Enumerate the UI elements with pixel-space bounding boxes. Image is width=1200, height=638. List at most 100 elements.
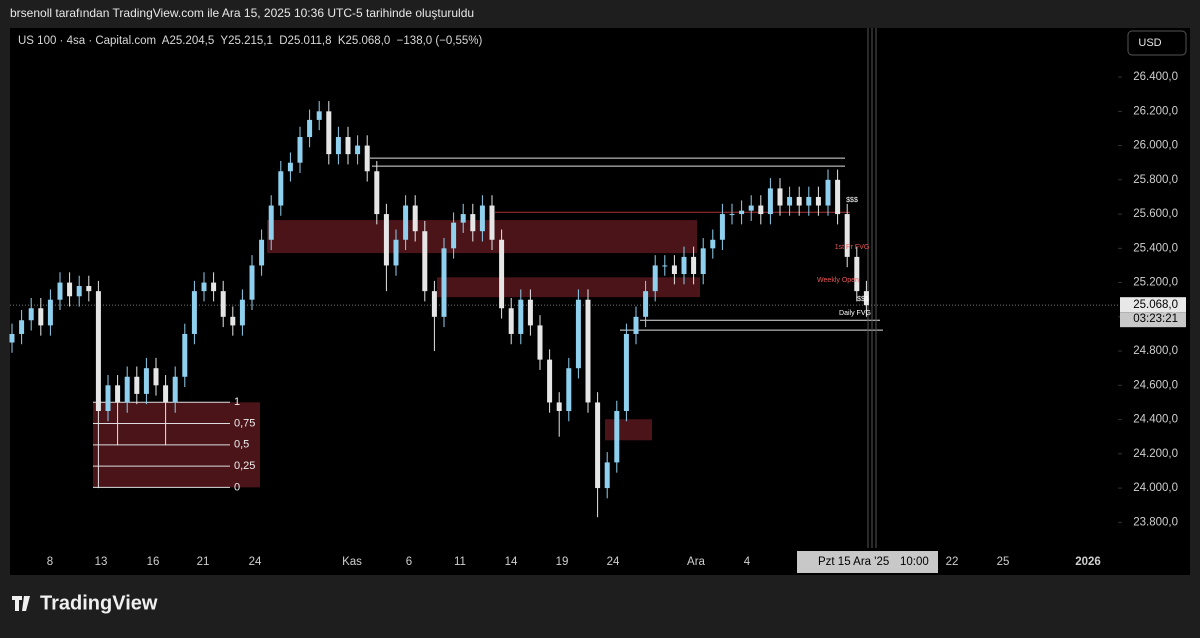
y-tick-label: 24.600,0 [1133, 379, 1178, 391]
candle-body [633, 316, 639, 334]
candle-body [383, 214, 389, 266]
candle-body [662, 265, 668, 267]
candle-body [431, 291, 437, 317]
x-tick-label: Ara [687, 556, 706, 568]
candle-body [38, 308, 44, 326]
plot: 26.400,0 26.200,0 26.000,0 25.800,0 25.600,0… [9, 28, 1186, 573]
candle-body [211, 282, 217, 292]
candle-body [268, 205, 274, 240]
candle-body [499, 239, 505, 309]
candle-body [95, 291, 101, 412]
candle-body [777, 188, 783, 206]
candle-body [9, 333, 15, 343]
annotation: Daily FVG [839, 310, 871, 317]
candle-body [518, 299, 524, 334]
fib-label: 0,5 [234, 439, 249, 451]
x-tick-label: 13 [95, 556, 108, 568]
candle-body [758, 205, 764, 215]
candle-body [835, 179, 841, 215]
candle-body [57, 282, 63, 300]
candle-body [815, 196, 821, 206]
x-tick-label: 2026 [1075, 556, 1101, 568]
candle-body [163, 385, 169, 403]
candle-body [748, 205, 754, 211]
y-tick-label: 24.200,0 [1133, 448, 1178, 460]
candle-body [86, 286, 92, 292]
logo: TradingView [40, 592, 158, 614]
candle-body [67, 282, 73, 297]
y-tick-label: 25.800,0 [1133, 174, 1178, 186]
candle-body [403, 205, 409, 240]
candle-body [796, 196, 802, 206]
candle-body [614, 411, 620, 463]
candle-body [259, 239, 265, 266]
candle-body [451, 222, 457, 249]
candle-body [191, 291, 197, 334]
candle-body [508, 308, 514, 334]
y-tick-label: 26.200,0 [1133, 105, 1178, 117]
candle-body [566, 368, 572, 412]
candle-body [143, 368, 149, 394]
candle-body [739, 210, 745, 215]
candle-body [729, 214, 735, 216]
candle-body [316, 111, 322, 120]
candle-body [19, 320, 25, 334]
y-tick-label: 24.000,0 [1133, 482, 1178, 494]
candle-body [575, 299, 581, 369]
candle-body [767, 188, 773, 215]
candle-body [335, 137, 341, 155]
candle-body [863, 291, 869, 306]
candle-body [671, 265, 677, 275]
x-tick-label: 11 [454, 556, 466, 568]
last-price-box [1120, 297, 1186, 313]
x-tick-label: 14 [505, 556, 518, 568]
chart-area [10, 28, 1190, 575]
y-tick-label: 25.400,0 [1133, 242, 1178, 254]
candle-body [345, 137, 351, 155]
x-tick-label: 4 [744, 556, 751, 568]
candle-body [326, 111, 332, 155]
candle-body [249, 265, 255, 300]
candle-body [460, 214, 466, 223]
candle-body [355, 145, 361, 155]
countdown: 03:23:21 [1133, 313, 1178, 325]
candle-body [527, 299, 533, 326]
candle-body [153, 368, 159, 386]
candle-body [134, 376, 140, 394]
x-tick-label: 16 [147, 556, 160, 568]
logo-icon [12, 596, 30, 611]
candle-body [623, 333, 629, 412]
candle-body [825, 179, 831, 206]
candle-body [441, 248, 447, 317]
candle-body [28, 308, 34, 321]
currency[interactable]: USD [1138, 37, 1161, 49]
x-tick-label: 25 [997, 556, 1010, 568]
fib-label: 0,25 [234, 460, 255, 472]
candle-body [547, 359, 553, 403]
y-tick-label: 25.600,0 [1133, 208, 1178, 220]
candle-body [422, 231, 428, 292]
legend: US 100 · 4sa · Capital.com A25.204,5 Y25… [18, 35, 483, 47]
candle-body [787, 196, 793, 206]
y-tick-label: 24.800,0 [1133, 345, 1178, 357]
candle-body [470, 214, 476, 232]
candle-body [652, 265, 658, 292]
candle-body [854, 256, 860, 292]
y-tick-label: 23.800,0 [1133, 516, 1178, 528]
x-tick-label: 8 [47, 556, 53, 568]
last-price-label: 25.068,0 [1133, 299, 1178, 311]
cursor-label: Pzt 15 Ara '25 [818, 556, 889, 568]
y-tick-label: 26.000,0 [1133, 140, 1178, 152]
candle-body [710, 239, 716, 249]
candle-body [604, 462, 610, 489]
fib-label: 1 [234, 396, 240, 408]
candle-body [844, 214, 850, 257]
candle-body [287, 162, 293, 172]
currency-button[interactable] [1127, 30, 1187, 56]
annotation: $$$ [846, 197, 858, 204]
candle-body [691, 256, 697, 275]
fib-label: 0,75 [234, 417, 255, 429]
y-tick-label: 25.200,0 [1133, 277, 1178, 289]
